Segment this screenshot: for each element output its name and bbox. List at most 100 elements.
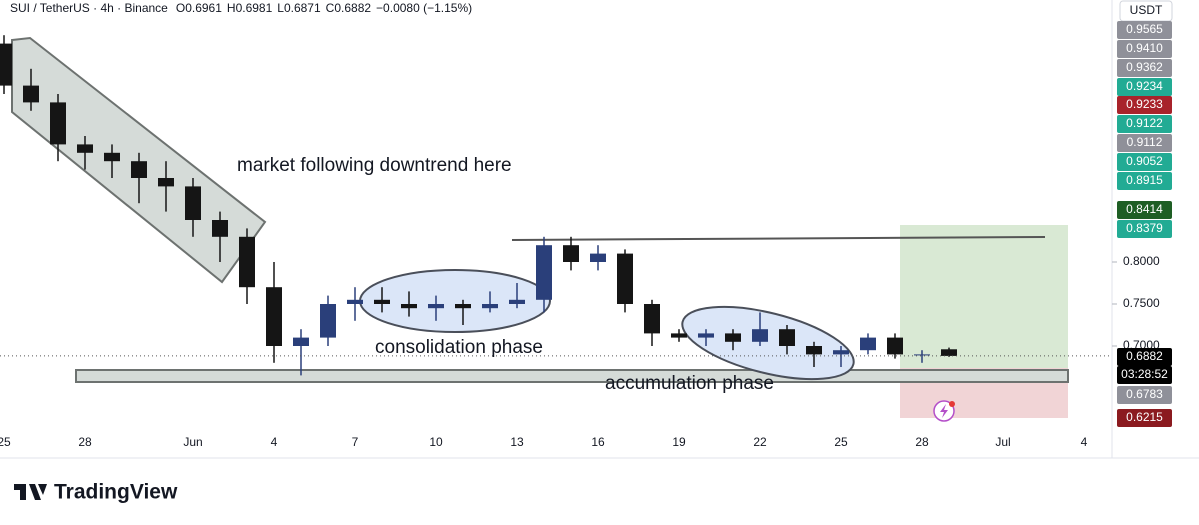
price-tag-label: 0.9565 <box>1126 22 1163 36</box>
x-tick-label: 28 <box>915 435 929 449</box>
price-tag <box>1117 201 1172 219</box>
y-tick-label: 0.8000 <box>1123 254 1160 268</box>
alert-bolt <box>940 404 948 418</box>
brand-logo <box>14 484 47 500</box>
x-tick-label: 28 <box>78 435 92 449</box>
x-tick-label: 19 <box>672 435 686 449</box>
x-tick-label: 4 <box>271 435 278 449</box>
alert-dot <box>949 401 955 407</box>
ohlc-open: O0.6961 <box>176 1 222 15</box>
price-tag <box>1117 40 1172 58</box>
candle-body <box>860 337 876 351</box>
price-tag-label: 0.9410 <box>1126 41 1163 55</box>
price-tag-label: 0.9234 <box>1126 79 1163 93</box>
annotation: market following downtrend here <box>237 155 512 176</box>
price-tag <box>1117 220 1172 238</box>
x-tick-label: 25 <box>0 435 11 449</box>
candle-body <box>563 245 579 262</box>
profit-zone <box>900 225 1068 368</box>
x-tick-label: 7 <box>352 435 359 449</box>
candle-body <box>698 333 714 338</box>
candle-body <box>590 253 606 262</box>
candle-body <box>158 178 174 187</box>
price-tag <box>1117 134 1172 152</box>
x-tick-label: 13 <box>510 435 524 449</box>
price-tag-label: 03:28:52 <box>1121 367 1168 381</box>
brand: TradingView <box>54 481 178 504</box>
y-tick-label: 0.7500 <box>1123 296 1160 310</box>
price-tag-label: 0.6783 <box>1126 387 1163 401</box>
price-tag-label: 0.9052 <box>1126 154 1163 168</box>
candle-body <box>752 329 768 342</box>
price-tag-label: 0.9112 <box>1127 135 1163 149</box>
ohlc-close: C0.6882 <box>326 1 372 15</box>
x-tick-label: 22 <box>753 435 767 449</box>
candle-body <box>212 220 228 237</box>
support-zone <box>75 369 1069 383</box>
price-tag-label: 0.6215 <box>1126 410 1163 424</box>
candle-body <box>185 186 201 220</box>
ohlc-change: −0.0080 (−1.15%) <box>376 1 472 15</box>
price-tag-label: 0.8379 <box>1126 221 1163 235</box>
price-tag <box>1117 386 1172 404</box>
x-tick-label: 4 <box>1081 435 1088 449</box>
candle-body <box>806 346 822 355</box>
candle-body <box>914 354 930 356</box>
candle-body <box>833 350 849 355</box>
symbol: SUI / TetherUS · 4h · Binance <box>10 1 168 15</box>
price-tag <box>1117 409 1172 427</box>
resistance-line <box>511 236 1046 241</box>
candle-body <box>671 333 687 338</box>
candle-body <box>50 102 66 145</box>
logo-mark <box>14 484 47 500</box>
candle-body <box>374 299 390 304</box>
ohlc-high: H0.6981 <box>227 1 273 15</box>
candle-body <box>320 304 336 338</box>
candle-body <box>617 253 633 304</box>
annotation: accumulation phase <box>605 373 774 394</box>
price-tag <box>1117 59 1172 77</box>
price-tag-label: 0.9122 <box>1126 116 1163 130</box>
price-tag-label: 0.9362 <box>1126 60 1163 74</box>
candle-body <box>644 304 660 334</box>
annotation: consolidation phase <box>375 337 543 358</box>
candle-body <box>266 287 282 346</box>
price-tag-label: 0.8915 <box>1126 173 1163 187</box>
candle-body <box>104 152 120 162</box>
x-tick-label: 25 <box>834 435 848 449</box>
candle-body <box>482 304 498 309</box>
candle-body <box>0 43 12 86</box>
candle-body <box>401 304 417 309</box>
x-tick-label: 10 <box>429 435 443 449</box>
price-tag <box>1117 172 1172 190</box>
candle-body <box>536 245 552 300</box>
price-tag <box>1117 115 1172 133</box>
price-tag <box>1117 153 1172 171</box>
candle-body <box>725 333 741 342</box>
price-tag <box>1117 21 1172 39</box>
x-tick-label: 16 <box>591 435 605 449</box>
candles <box>0 35 1112 376</box>
candle-body <box>293 337 309 346</box>
candle-body <box>887 337 903 355</box>
candle-body <box>131 161 147 178</box>
candle-body <box>941 349 957 356</box>
price-tag-label: 0.8414 <box>1126 202 1163 216</box>
x-tick-label: Jun <box>183 435 202 449</box>
price-tag <box>1117 96 1172 114</box>
price-tag-label: 0.6882 <box>1126 349 1163 363</box>
candle-body <box>779 329 795 346</box>
price-tag <box>1117 348 1172 366</box>
price-tag <box>1117 78 1172 96</box>
symbol-header: SUI / TetherUS · 4h · Binance O0.6961 H0.6… <box>10 1 472 15</box>
candle-body <box>347 299 363 304</box>
candle-body <box>509 299 525 304</box>
ohlc-low: L0.6871 <box>277 1 321 15</box>
candle-body <box>428 304 444 309</box>
price-tag <box>1117 366 1172 384</box>
candle-body <box>23 85 39 103</box>
accumulation-ellipse <box>681 305 855 381</box>
currency: USDT <box>1130 3 1163 17</box>
